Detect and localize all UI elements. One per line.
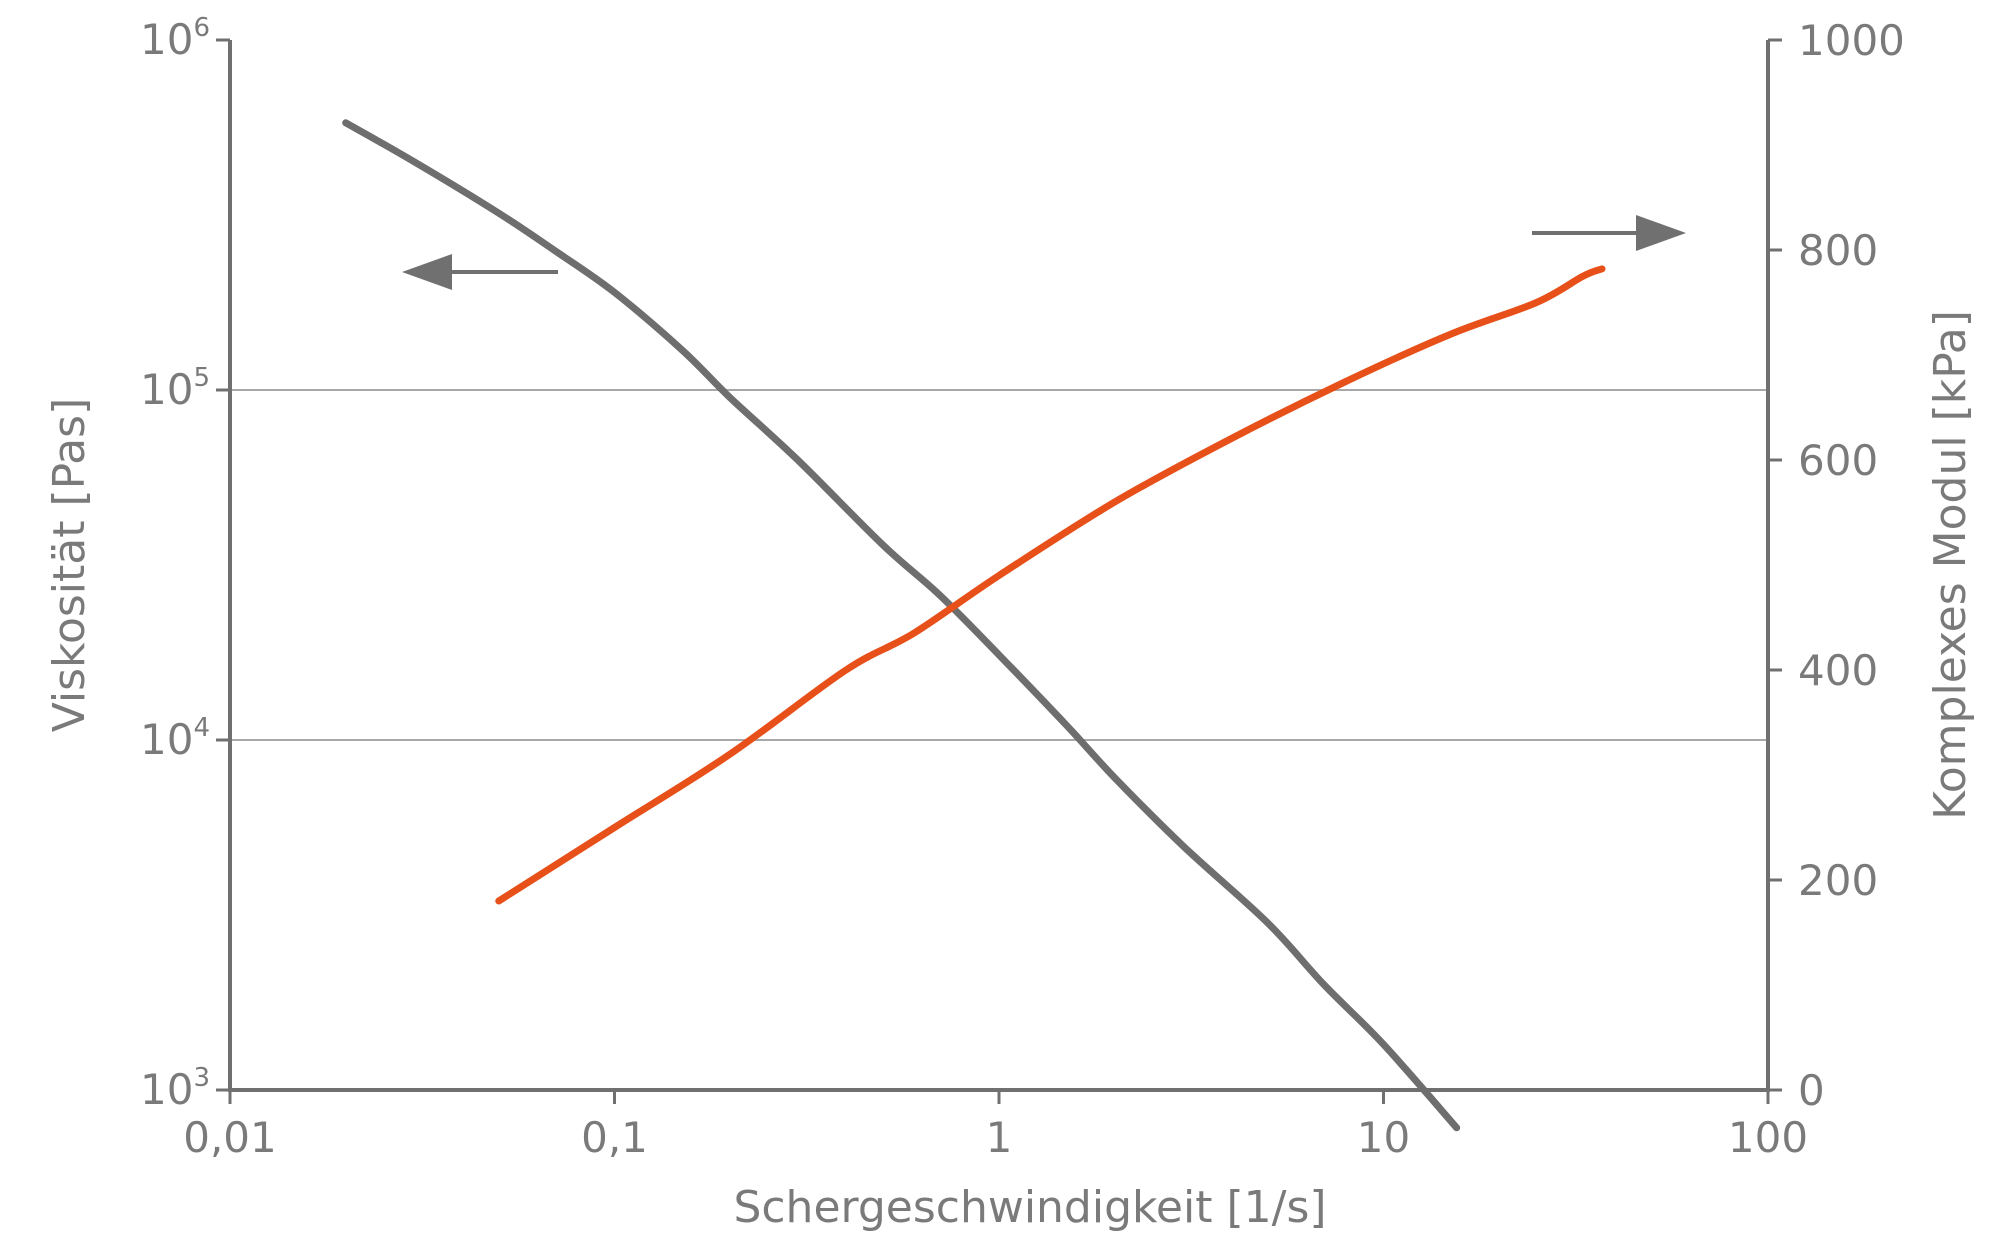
y-left-tick-label: 106 <box>140 13 210 64</box>
x-axis-title: Schergeschwindigkeit [1/s] <box>733 1182 1326 1233</box>
right-axis-arrow-head <box>1636 215 1686 251</box>
y-left-tick-label: 104 <box>140 713 210 764</box>
series-layer <box>342 119 1606 1132</box>
x-tick-label: 100 <box>1728 1113 1808 1162</box>
y-left-tick-label: 105 <box>140 363 210 414</box>
grid-layer <box>230 389 1768 741</box>
x-tick-label: 10 <box>1357 1113 1410 1162</box>
left-axis-arrow-head <box>402 254 452 290</box>
x-tick-label: 0,01 <box>183 1113 277 1162</box>
y-right-tick-label: 600 <box>1798 436 1878 485</box>
x-tick-label: 0,1 <box>581 1113 648 1162</box>
y-right-tick-label: 400 <box>1798 646 1878 695</box>
y-left-axis-title: Viskosität [Pas] <box>44 398 95 733</box>
y-right-tick-label: 200 <box>1798 856 1878 905</box>
y-right-tick-label: 0 <box>1798 1066 1825 1115</box>
axes-layer <box>216 38 1782 1104</box>
y-left-tick-label: 103 <box>140 1063 210 1114</box>
y-right-axis-title: Komplexes Modul [kPa] <box>1925 310 1976 820</box>
y-right-tick-label: 800 <box>1798 226 1878 275</box>
series-line-viscosity <box>342 119 1461 1132</box>
series-line-complex-modulus <box>495 265 1606 905</box>
labels-layer: 0,01 0,1 1 10 100 103 104 105 106 0 200 400 600 800 10… <box>140 13 1905 1162</box>
y-right-tick-label: 1000 <box>1798 16 1905 65</box>
x-tick-label: 1 <box>986 1113 1013 1162</box>
